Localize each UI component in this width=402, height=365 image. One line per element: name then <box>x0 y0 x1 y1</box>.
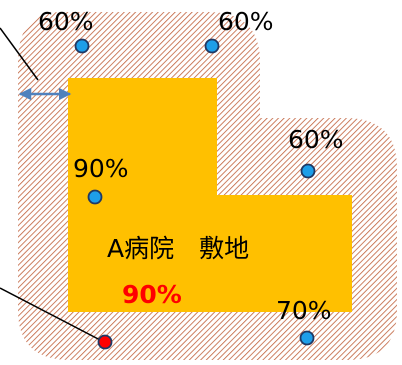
point-label-top-right: 60% <box>218 7 274 36</box>
point-label-top-left: 60% <box>38 7 94 36</box>
point-bottom-left <box>97 334 113 350</box>
callout-line-bottom <box>0 287 105 343</box>
point-top-left <box>74 38 90 54</box>
point-bottom-right <box>299 330 315 346</box>
point-right <box>300 163 316 179</box>
point-inner-left <box>87 189 103 205</box>
point-label-right: 60% <box>288 125 344 154</box>
callout-line-top <box>0 27 39 81</box>
point-label-bottom-right: 70% <box>276 296 332 325</box>
site-name-label: A病院 敷地 <box>107 234 250 263</box>
site-area <box>68 78 352 312</box>
site-ratio-label: 90% <box>122 280 182 309</box>
point-label-inner-left: 90% <box>73 154 129 183</box>
point-top-right <box>204 38 220 54</box>
